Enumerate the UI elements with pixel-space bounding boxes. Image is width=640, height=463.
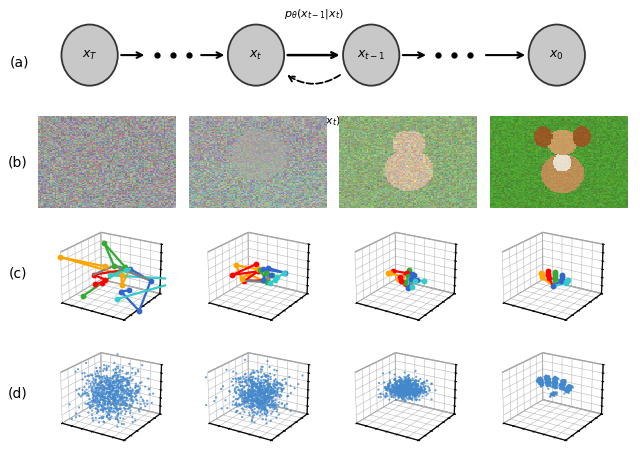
- Text: $p_{\theta}(x_{t-1}|x_t)$: $p_{\theta}(x_{t-1}|x_t)$: [284, 7, 344, 21]
- Text: (c): (c): [8, 266, 27, 280]
- Ellipse shape: [343, 25, 399, 86]
- Text: $q(x_{t-1}|x_t)$: $q(x_{t-1}|x_t)$: [286, 114, 341, 128]
- Text: (a): (a): [10, 55, 29, 69]
- Text: $x_0$: $x_0$: [549, 49, 564, 62]
- Text: (b): (b): [8, 155, 28, 169]
- Text: (d): (d): [8, 387, 28, 400]
- Ellipse shape: [61, 25, 118, 86]
- Text: $x_{t-1}$: $x_{t-1}$: [357, 49, 385, 62]
- Ellipse shape: [529, 25, 585, 86]
- Ellipse shape: [228, 25, 284, 86]
- Text: $x_T$: $x_T$: [82, 49, 97, 62]
- Text: $x_t$: $x_t$: [250, 49, 262, 62]
